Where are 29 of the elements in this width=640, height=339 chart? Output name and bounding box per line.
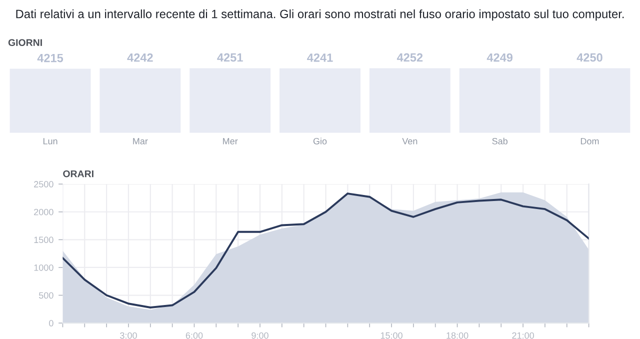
x-tick-label: Lun <box>43 138 58 144</box>
y-tick-label: 1500 <box>34 236 54 244</box>
x-tick-label: 9:00 <box>252 332 268 339</box>
y-tick-label: 2000 <box>34 208 54 216</box>
y-tick-label: 0 <box>49 320 54 326</box>
x-tick-label: Mar <box>133 138 148 144</box>
data-label: 4241 <box>307 53 333 62</box>
x-tick-label: 15:00 <box>380 332 402 339</box>
y-tick-label: 500 <box>38 292 54 299</box>
data-label: 4215 <box>37 54 64 62</box>
chart-title: ORARI <box>63 170 94 178</box>
x-tick-label: 21:00 <box>512 332 534 339</box>
data-label: 4242 <box>127 53 153 62</box>
x-tick-label: Ven <box>402 138 418 144</box>
y-tick-label: 2500 <box>34 181 54 188</box>
y-tick-label: 1000 <box>34 264 54 271</box>
x-tick-label: Gio <box>313 138 327 144</box>
data-label: 4252 <box>396 53 423 62</box>
x-tick-label: 6:00 <box>186 332 203 339</box>
data-label: 4249 <box>486 53 513 62</box>
text: Dati relativi a un intervallo recente di 1 settimana. Gli orari sono mostrati nel fuso orario impostato sul tuo computer. <box>16 9 624 21</box>
x-tick-label: Sab <box>492 138 508 144</box>
x-tick-label: Mer <box>223 138 238 144</box>
x-tick-label: 3:00 <box>120 332 137 339</box>
data-label: 4251 <box>217 53 243 62</box>
x-tick-label: 18:00 <box>446 332 468 339</box>
chart-title: GIORNI <box>8 39 42 46</box>
x-tick-label: Dom <box>580 138 599 144</box>
data-label: 4250 <box>576 53 602 62</box>
